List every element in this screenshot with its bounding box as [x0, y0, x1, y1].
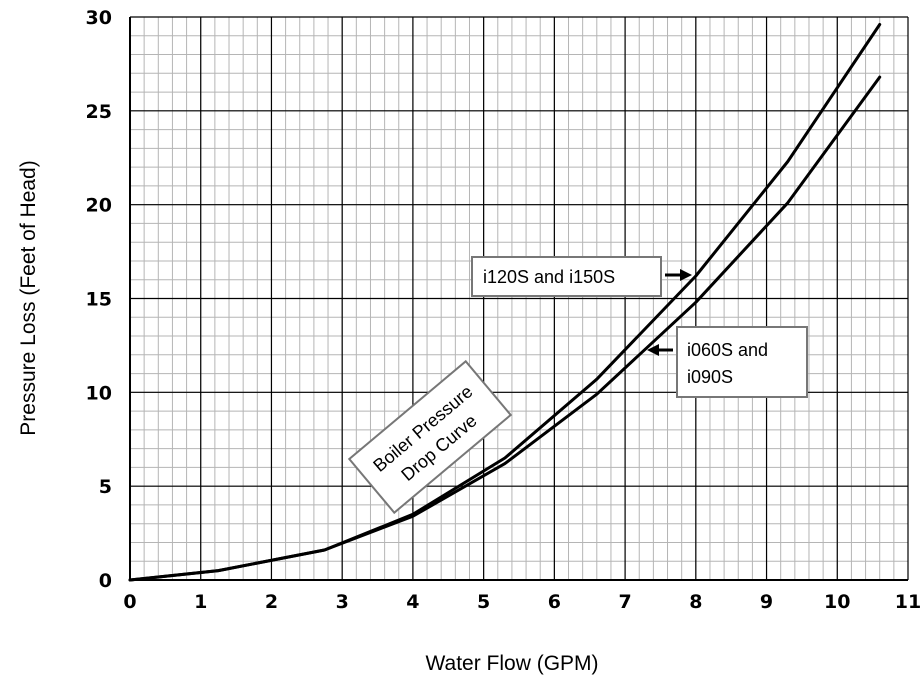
series-layer	[128, 23, 882, 582]
x-tick-label: 11	[895, 591, 920, 613]
major-grid	[129, 16, 909, 581]
x-tick-label: 9	[760, 591, 773, 613]
series-line-i120s-i150s	[128, 23, 882, 582]
x-axis-label: Water Flow (GPM)	[425, 652, 598, 675]
x-tick-label: 2	[265, 591, 278, 613]
series-line-i060s-i090s	[128, 75, 882, 582]
x-tick-label: 0	[123, 591, 136, 613]
y-tick-label: 10	[86, 382, 112, 404]
callout-i120s-i150s: i120S and i150S	[471, 256, 692, 297]
callout-boiler-pressure-drop: Boiler Pressure Drop Curve	[347, 359, 513, 515]
x-tick-label: 5	[477, 591, 490, 613]
y-tick-label: 5	[99, 476, 112, 498]
x-tick-label: 6	[548, 591, 561, 613]
x-tick-label: 7	[618, 591, 631, 613]
arrow-right-icon	[680, 269, 692, 281]
callout-text-i120s-i150s: i120S and i150S	[483, 267, 615, 287]
x-tick-label: 8	[689, 591, 702, 613]
callout-box-boiler-pressure-drop	[347, 359, 513, 515]
y-tick-label: 20	[86, 195, 112, 217]
x-tick-label: 4	[406, 591, 419, 613]
callout-text-i060s-i090s-line1: i060S and	[687, 340, 768, 360]
y-tick-label: 25	[86, 101, 112, 123]
arrow-left-icon	[647, 344, 659, 356]
x-tick-label: 10	[824, 591, 850, 613]
callout-i060s-i090s: i060S and i090S	[647, 326, 808, 398]
x-tick-label: 3	[336, 591, 349, 613]
y-tick-labels: 0 5 10 15 20 25 30	[86, 7, 112, 592]
callout-box-i120s-i150s	[471, 256, 662, 297]
callout-box-i060s-i090s	[676, 326, 808, 398]
x-tick-label: 1	[194, 591, 207, 613]
y-tick-label: 30	[86, 7, 112, 29]
callout-text-i060s-i090s-line2: i090S	[687, 367, 733, 387]
y-tick-label: 15	[86, 289, 112, 311]
x-tick-labels: 0 1 2 3 4 5 6 7 8 9 10 11	[123, 591, 920, 613]
y-tick-label: 0	[99, 570, 112, 592]
y-axis-label: Pressure Loss (Feet of Head)	[17, 160, 40, 435]
